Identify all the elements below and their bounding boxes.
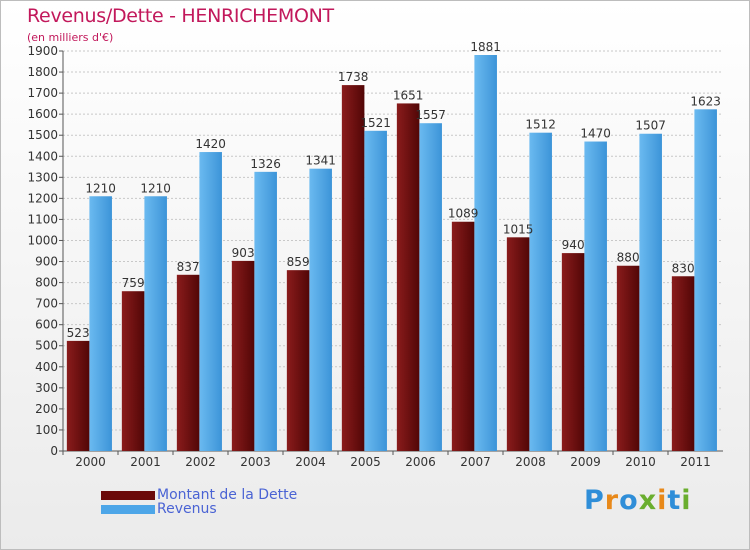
data-label-revenus: 1512: [525, 118, 556, 132]
y-tick-label: 1800: [27, 65, 58, 79]
bar-dette: [671, 276, 695, 451]
legend-swatch-revenus: [101, 504, 155, 514]
y-tick-label: 1900: [27, 44, 58, 58]
chart-subtitle: (en milliers d'€): [27, 31, 114, 44]
data-label-revenus: 1507: [635, 119, 666, 133]
y-tick-label: 1200: [27, 191, 58, 205]
data-label-dette: 903: [232, 246, 255, 260]
bar-dette: [396, 103, 420, 451]
y-tick-label: 500: [35, 339, 58, 353]
bar-dette: [451, 221, 475, 451]
y-tick-label: 1000: [27, 233, 58, 247]
data-label-dette: 830: [672, 261, 695, 275]
x-tick-label: 2006: [405, 455, 436, 469]
y-tick-label: 400: [35, 360, 58, 374]
data-label-dette: 1089: [448, 207, 479, 221]
x-tick-label: 2002: [185, 455, 216, 469]
bar-revenus: [474, 55, 497, 451]
bar-dette: [561, 253, 585, 451]
y-tick-label: 1300: [27, 170, 58, 184]
x-tick-label: 2011: [680, 455, 711, 469]
bar-revenus: [419, 123, 442, 452]
data-label-revenus: 1341: [305, 154, 336, 168]
data-label-revenus: 1210: [85, 181, 116, 195]
chart-title: Revenus/Dette - HENRICHEMONT: [27, 5, 334, 27]
bar-revenus: [584, 141, 607, 452]
bar-revenus: [364, 130, 387, 451]
y-tick-label: 1500: [27, 128, 58, 142]
x-tick-label: 2001: [130, 455, 161, 469]
data-label-dette: 523: [67, 326, 90, 340]
x-tick-label: 2000: [75, 455, 106, 469]
x-tick-label: 2005: [350, 455, 381, 469]
bar-dette: [506, 237, 530, 451]
bar-dette: [176, 274, 200, 451]
x-tick-label: 2004: [295, 455, 326, 469]
data-label-dette: 859: [287, 255, 310, 269]
bar-revenus: [254, 171, 277, 451]
data-label-revenus: 1521: [360, 116, 391, 130]
data-label-dette: 837: [177, 260, 200, 274]
data-label-revenus: 1881: [470, 40, 501, 54]
bar-dette: [231, 260, 255, 451]
bar-dette: [286, 270, 310, 451]
data-label-dette: 940: [562, 238, 585, 252]
y-tick-label: 700: [35, 297, 58, 311]
bar-dette: [121, 291, 145, 451]
data-label-revenus: 1470: [580, 127, 611, 141]
data-label-revenus: 1623: [690, 94, 721, 108]
y-tick-label: 800: [35, 276, 58, 290]
y-tick-label: 0: [50, 444, 58, 458]
data-label-revenus: 1326: [250, 157, 281, 171]
data-label-dette: 880: [617, 251, 640, 265]
x-tick-label: 2003: [240, 455, 271, 469]
bar-revenus: [639, 133, 662, 451]
y-tick-label: 600: [35, 318, 58, 332]
y-tick-label: 200: [35, 402, 58, 416]
legend-item-revenus: Revenus: [101, 501, 217, 517]
bar-revenus: [309, 168, 332, 451]
proxiti-logo: Proxiti: [584, 485, 692, 516]
legend-label-revenus: Revenus: [157, 501, 217, 517]
data-label-revenus: 1420: [195, 137, 226, 151]
legend-item-dette: Montant de la Dette: [101, 487, 297, 503]
bar-revenus: [89, 196, 112, 451]
bar-dette: [616, 265, 640, 451]
x-tick-label: 2009: [570, 455, 601, 469]
bar-revenus: [529, 132, 552, 451]
legend-swatch-dette: [101, 490, 155, 500]
y-tick-label: 300: [35, 381, 58, 395]
bar-revenus: [144, 196, 167, 451]
y-tick-label: 1100: [27, 212, 58, 226]
data-label-dette: 1651: [393, 88, 424, 102]
data-label-revenus: 1210: [140, 181, 171, 195]
x-tick-label: 2010: [625, 455, 656, 469]
data-label-dette: 1738: [338, 70, 369, 84]
y-tick-label: 1600: [27, 107, 58, 121]
data-label-revenus: 1557: [415, 108, 446, 122]
data-label-dette: 1015: [503, 222, 534, 236]
y-tick-label: 1700: [27, 86, 58, 100]
x-tick-label: 2008: [515, 455, 546, 469]
bar-dette: [341, 85, 365, 452]
y-tick-label: 100: [35, 423, 58, 437]
y-tick-label: 1400: [27, 149, 58, 163]
bar-revenus: [694, 109, 717, 451]
x-tick-label: 2007: [460, 455, 491, 469]
bar-revenus: [199, 152, 222, 452]
data-label-dette: 759: [122, 276, 145, 290]
y-tick-label: 900: [35, 255, 58, 269]
bar-dette: [66, 340, 90, 451]
legend-label-dette: Montant de la Dette: [157, 487, 298, 503]
